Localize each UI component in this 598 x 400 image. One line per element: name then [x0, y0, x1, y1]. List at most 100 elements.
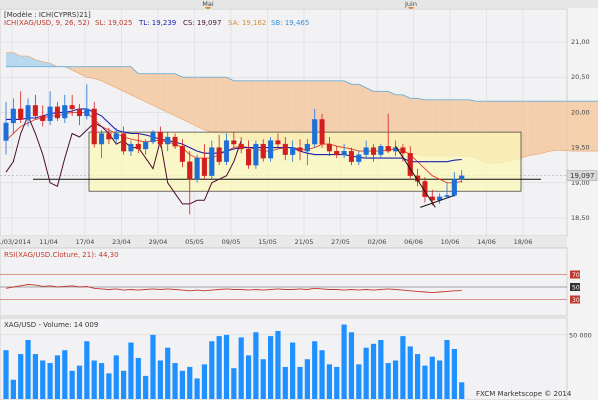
legend-cs: CS: 19,097: [183, 19, 221, 27]
volume-bar: [422, 365, 428, 399]
cloud-segment: [101, 66, 109, 85]
volume-bar: [312, 341, 318, 399]
cloud-segment: [336, 80, 345, 148]
cloud-segment: [167, 73, 176, 116]
candle-body: [194, 157, 200, 180]
candle-body: [304, 143, 310, 152]
candle-body: [341, 150, 347, 155]
cloud-segment: [255, 80, 264, 142]
volume-bar: [209, 341, 215, 399]
triangle-upper-line: [395, 145, 436, 208]
cloud-segment: [329, 80, 337, 148]
cloud-segment: [86, 66, 95, 79]
candle-body: [121, 133, 127, 152]
cloud-segment: [116, 66, 124, 92]
candle-body: [260, 143, 266, 159]
cloud-segment: [145, 73, 153, 106]
cloud-segment: [219, 77, 227, 135]
candle-body: [209, 147, 215, 176]
cloud-segment: [226, 77, 234, 138]
volume-bar: [341, 324, 347, 399]
cloud-segment: [300, 80, 308, 145]
volume-bar: [10, 379, 16, 399]
date-tick-label: 31/03/2014: [0, 238, 31, 246]
volume-bar: [76, 365, 83, 399]
candle-body: [179, 146, 185, 162]
volume-bar: [400, 336, 406, 399]
price-tick-label: 19,00: [571, 179, 590, 187]
cloud-segment: [197, 77, 205, 130]
cloud-segment: [108, 66, 117, 88]
cloud-segment: [586, 101, 594, 152]
cloud-segment: [182, 77, 190, 123]
cloud-segment: [557, 101, 565, 151]
rsi-tick-label: 30: [572, 297, 580, 304]
volume-bar: [356, 364, 362, 399]
volume-bar: [32, 354, 38, 399]
volume-bar: [216, 336, 222, 399]
volume-bar: [297, 366, 303, 399]
candle-body: [378, 146, 384, 155]
volume-bar: [415, 354, 421, 399]
candle-body: [451, 179, 457, 196]
price-tick-label: 18,50: [571, 214, 590, 222]
volume-bar: [18, 354, 24, 399]
model-label: [Modèle : ICH(CYPRS)21]: [4, 11, 91, 19]
cloud-segment: [20, 56, 29, 67]
candle-body: [290, 147, 296, 155]
candle-body: [319, 119, 325, 145]
volume-bars: 50 000: [0, 324, 592, 399]
cloud-segment: [277, 80, 286, 145]
cloud-segment: [542, 101, 550, 154]
candle-body: [165, 136, 171, 145]
candle-body: [113, 133, 119, 140]
candle-body: [312, 119, 318, 145]
volume-bar: [451, 348, 457, 399]
candle-body: [326, 143, 332, 152]
cloud-segment: [211, 77, 220, 134]
cloud-segment: [72, 66, 80, 74]
candle-body: [415, 175, 421, 182]
price-tick-label: 20,00: [571, 108, 590, 116]
candle-body: [47, 106, 53, 122]
legend-sb: SB: 19,465: [271, 19, 309, 27]
cloud-segment: [549, 101, 558, 152]
volume-bar: [91, 360, 97, 399]
volume-bar: [437, 360, 443, 399]
volume-bar: [121, 370, 127, 399]
volume-bar: [40, 360, 46, 399]
volume-bar: [25, 339, 31, 399]
date-tick-label: 02/06: [368, 238, 387, 246]
candle-body: [363, 147, 369, 155]
candle-body: [231, 140, 237, 145]
volume-bar: [326, 364, 332, 399]
candle-body: [62, 105, 68, 119]
candle-body: [245, 148, 252, 166]
candle-body: [334, 150, 340, 155]
volume-bar: [113, 355, 119, 399]
volume-bar: [69, 370, 75, 399]
price-tag: 19,097: [566, 170, 598, 181]
candle-body: [84, 108, 90, 117]
date-tick-label: 06/06: [404, 238, 423, 246]
cloud-segment: [270, 80, 278, 145]
date-tick-label: 09/05: [222, 238, 241, 246]
candle-body: [143, 141, 149, 150]
cloud-segment: [571, 101, 580, 152]
volume-bar: [3, 350, 9, 399]
candle-body: [128, 143, 134, 152]
cloud-segment: [248, 80, 256, 141]
candle-body: [348, 150, 354, 162]
month-bar: [0, 0, 598, 8]
volume-bar: [238, 337, 244, 399]
cloud-segment: [138, 73, 146, 102]
candle-body: [268, 140, 274, 159]
volume-bar: [172, 363, 178, 399]
volume-bar: [62, 350, 68, 399]
volume-bar: [157, 360, 163, 399]
rsi-level-box: [570, 270, 580, 279]
volume-bar: [363, 347, 369, 399]
date-tick-label: 17/04: [76, 238, 95, 246]
volume-bar: [106, 373, 112, 399]
cloud-segment: [6, 52, 14, 67]
